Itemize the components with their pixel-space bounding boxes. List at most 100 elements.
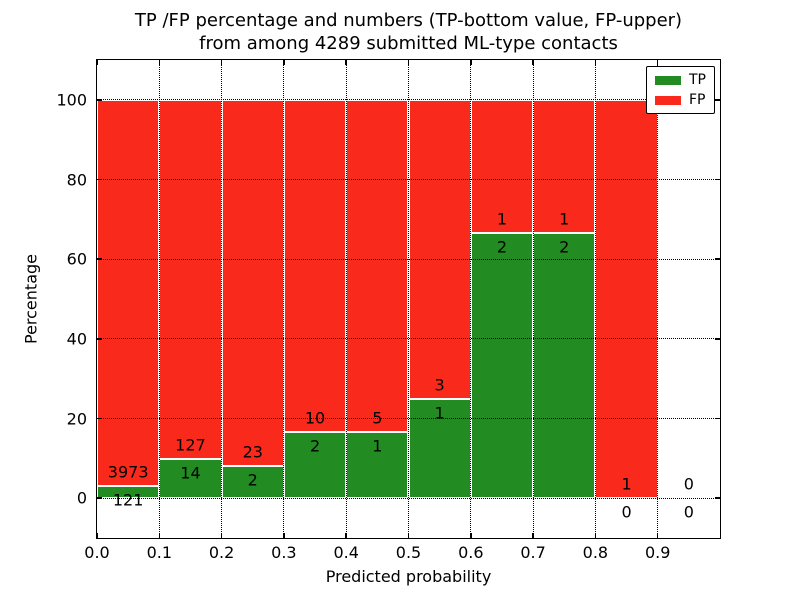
- tp-count-label: 1: [434, 403, 445, 423]
- tick-mark-top: [656, 60, 659, 65]
- tick-mark-bottom: [220, 533, 223, 538]
- x-tick-label: 0.7: [520, 543, 546, 562]
- gridline-horizontal: [97, 418, 720, 419]
- tick-mark-top: [158, 60, 161, 65]
- chart-title-line1: TP /FP percentage and numbers (TP-bottom…: [134, 10, 683, 31]
- tick-mark-right: [715, 417, 720, 420]
- tick-mark-bottom: [345, 533, 347, 538]
- fp-count-label: 1: [559, 209, 570, 229]
- tick-mark-top: [96, 60, 98, 65]
- tick-mark-bottom: [407, 533, 410, 538]
- y-tick-label: 0: [76, 488, 87, 508]
- gridline-vertical: [470, 60, 472, 538]
- gridline-horizontal: [97, 99, 720, 101]
- bar-fp-segment: [159, 99, 222, 459]
- tp-count-label: 1: [372, 436, 383, 456]
- gridline-vertical: [221, 60, 223, 538]
- fp-count-label: 5: [372, 408, 383, 428]
- tick-mark-top: [594, 60, 597, 65]
- tick-mark-right: [715, 178, 720, 181]
- tick-mark-top: [345, 60, 347, 65]
- gridline-vertical: [158, 60, 160, 538]
- x-tick-label: 0.4: [333, 543, 359, 562]
- tick-mark-bottom: [283, 533, 285, 538]
- gridline-vertical: [532, 60, 534, 538]
- x-tick-label: 0.3: [271, 543, 297, 562]
- tick-mark-bottom: [158, 533, 161, 538]
- bar-fp-segment: [470, 99, 534, 233]
- x-tick-label: 0.6: [458, 543, 484, 562]
- bar-tp-segment: [159, 458, 222, 499]
- tick-mark-right: [715, 258, 720, 260]
- bar-tp-segment: [408, 398, 471, 499]
- tick-mark-left: [97, 497, 102, 499]
- fp-count-label: 1: [496, 209, 508, 229]
- bars-layer: [97, 60, 720, 538]
- bar-fp-segment: [595, 99, 658, 499]
- tick-mark-bottom: [594, 533, 597, 538]
- bar-tp-segment: [533, 232, 596, 499]
- y-tick-label: 100: [56, 90, 87, 110]
- y-tick-label: 80: [66, 170, 87, 189]
- x-tick-label: 0.0: [84, 543, 110, 562]
- bar-fp-segment: [533, 99, 596, 233]
- tp-count-label: 2: [496, 237, 508, 257]
- tick-mark-top: [532, 60, 534, 65]
- fp-count-label: 127: [175, 435, 206, 455]
- legend-label-fp: FP: [689, 92, 706, 108]
- gridline-vertical: [345, 60, 347, 538]
- legend-label-tp: TP: [689, 72, 706, 88]
- gridline-vertical: [657, 60, 659, 538]
- x-tick-label: 0.1: [146, 543, 173, 562]
- gridline-vertical: [408, 60, 409, 538]
- fp-red-swatch-icon: [655, 95, 681, 105]
- tp-green-swatch-icon: [655, 75, 681, 85]
- tp-count-label: 0: [683, 502, 694, 522]
- tick-mark-left: [97, 417, 102, 420]
- tp-count-label: 14: [180, 463, 201, 483]
- bar-tp-segment: [346, 431, 409, 499]
- tp-count-label: 2: [309, 436, 321, 456]
- y-tick-label: 20: [66, 409, 87, 428]
- tick-mark-right: [715, 338, 720, 340]
- tp-count-label: 121: [112, 490, 144, 510]
- tp-count-label: 2: [559, 237, 570, 257]
- tick-mark-left: [97, 338, 102, 340]
- x-tick-label: 0.9: [644, 543, 671, 562]
- fp-count-label: 3973: [107, 462, 149, 482]
- tick-mark-bottom: [96, 533, 98, 538]
- tick-mark-top: [220, 60, 223, 65]
- bar-fp-segment: [346, 99, 409, 432]
- x-tick-label: 0.2: [208, 543, 235, 562]
- gridline-horizontal: [97, 258, 720, 260]
- x-tick-label: 0.8: [582, 543, 609, 562]
- gridline-horizontal: [97, 497, 720, 499]
- fp-count-label: 3: [434, 375, 445, 395]
- bar-fp-segment: [97, 99, 160, 487]
- legend-entry-fp: FP: [655, 93, 706, 107]
- tick-mark-left: [97, 178, 102, 181]
- tick-mark-top: [407, 60, 410, 65]
- bar-fp-segment: [221, 99, 284, 467]
- tick-mark-bottom: [656, 533, 659, 538]
- x-axis-label: Predicted probability: [325, 567, 492, 586]
- bar-fp-segment: [408, 99, 471, 399]
- tick-mark-right: [715, 99, 720, 101]
- fp-count-label: 1: [621, 474, 632, 494]
- legend: TP FP: [646, 66, 715, 114]
- chart-title: TP /FP percentage and numbers (TP-bottom…: [97, 9, 720, 55]
- tick-mark-top: [283, 60, 285, 65]
- tick-mark-bottom: [470, 533, 472, 538]
- bar-tp-segment: [470, 232, 534, 499]
- grid-layer: [97, 60, 720, 538]
- tick-mark-bottom: [532, 533, 534, 538]
- gridline-vertical: [283, 60, 285, 538]
- tick-mark-left: [97, 99, 102, 101]
- legend-entry-tp: TP: [655, 73, 706, 87]
- bar-fp-segment: [283, 99, 347, 432]
- fp-count-label: 23: [242, 442, 263, 462]
- tp-count-label: 0: [621, 502, 632, 522]
- chart-title-line2: from among 4289 submitted ML-type contac…: [199, 33, 618, 54]
- bar-tp-segment: [97, 486, 160, 499]
